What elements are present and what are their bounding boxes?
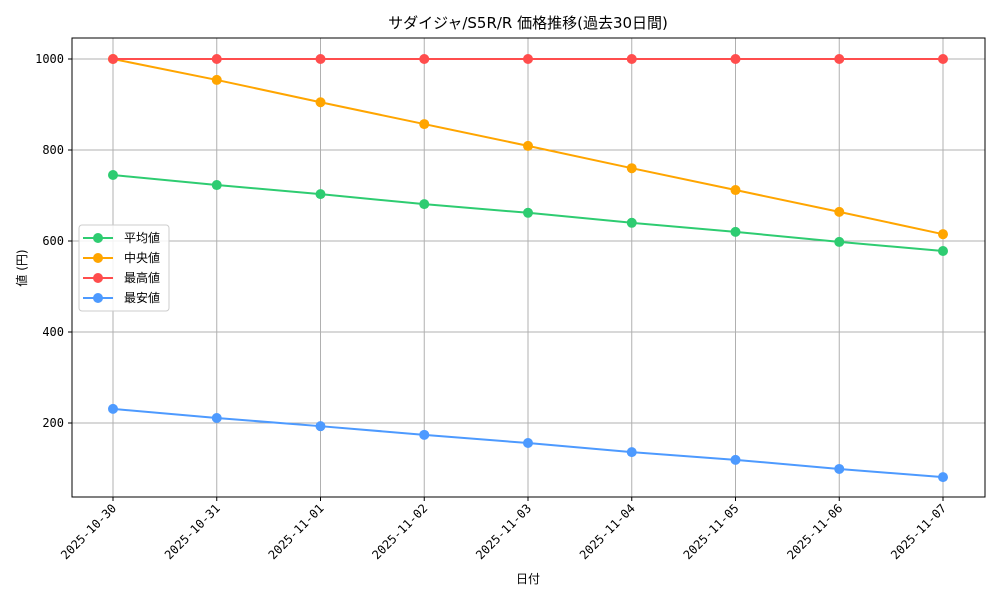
data-point-marker — [315, 189, 326, 200]
series-1 — [108, 54, 948, 240]
data-point-marker — [523, 207, 533, 218]
y-tick-label: 200 — [42, 416, 64, 430]
y-tick-label: 800 — [42, 143, 64, 157]
x-tick-label: 2025-11-06 — [784, 501, 845, 562]
data-point-marker — [626, 217, 637, 228]
legend-label: 平均値 — [124, 230, 160, 245]
data-point-marker — [108, 170, 118, 181]
series-3 — [108, 403, 948, 483]
legend-marker — [93, 273, 103, 283]
grid-lines — [72, 38, 985, 497]
x-axis-label: 日付 — [516, 572, 540, 586]
legend-marker — [93, 253, 103, 263]
x-tick-label: 2025-11-07 — [888, 501, 949, 562]
legend-marker — [93, 293, 103, 303]
data-point-marker — [523, 140, 533, 151]
data-point-marker — [730, 54, 741, 64]
data-point-marker — [730, 226, 741, 237]
data-point-marker — [315, 97, 326, 108]
y-axis-label: 値 (円) — [14, 249, 29, 286]
legend-item: 最安値 — [83, 290, 160, 305]
data-point-marker — [938, 229, 948, 240]
data-point-marker — [938, 246, 948, 257]
legend-label: 中央値 — [124, 250, 160, 265]
x-tick-label: 2025-11-02 — [369, 501, 430, 562]
data-point-marker — [626, 447, 637, 458]
data-point-marker — [419, 119, 430, 130]
data-point-marker — [108, 403, 118, 414]
data-point-marker — [419, 429, 430, 440]
data-point-marker — [419, 54, 430, 64]
data-point-marker — [108, 54, 118, 64]
series-0 — [108, 170, 948, 257]
data-point-marker — [730, 454, 741, 465]
series-2 — [108, 54, 948, 64]
legend-item: 中央値 — [83, 250, 160, 265]
data-point-marker — [834, 463, 845, 474]
y-tick-label: 1000 — [35, 52, 64, 66]
data-point-marker — [523, 438, 533, 449]
chart-title: サダイジャ/S5R/R 価格推移(過去30日間) — [388, 14, 668, 32]
x-tick-label: 2025-11-05 — [681, 501, 742, 562]
series-layer — [108, 54, 948, 483]
x-tick-label: 2025-11-03 — [473, 501, 534, 562]
legend-marker — [93, 233, 103, 243]
data-point-marker — [315, 421, 326, 432]
y-tick-label: 600 — [42, 234, 64, 248]
legend-box — [78, 224, 170, 312]
legend-item: 平均値 — [83, 230, 160, 245]
data-point-marker — [523, 54, 533, 64]
data-point-marker — [938, 472, 948, 483]
x-tick-label: 2025-10-31 — [162, 501, 223, 562]
y-axis: 200 400 600 800 1000 — [35, 52, 72, 430]
data-point-marker — [938, 54, 948, 64]
y-tick-label: 400 — [42, 325, 64, 339]
data-point-marker — [626, 163, 637, 174]
data-point-marker — [315, 54, 326, 64]
x-tick-label: 2025-11-04 — [577, 501, 638, 562]
x-axis: 2025-10-30 2025-10-31 2025-11-01 2025-11-02… — [58, 497, 949, 562]
legend-label: 最高値 — [124, 270, 160, 285]
x-tick-label: 2025-11-01 — [266, 501, 327, 562]
data-point-marker — [730, 185, 741, 196]
data-point-marker — [419, 199, 430, 210]
data-point-marker — [626, 54, 637, 64]
x-tick-label: 2025-10-30 — [58, 501, 119, 562]
data-point-marker — [834, 236, 845, 247]
data-point-marker — [211, 74, 222, 85]
data-point-marker — [211, 412, 222, 423]
data-point-marker — [834, 206, 845, 217]
data-point-marker — [211, 180, 222, 191]
legend-label: 最安値 — [124, 290, 160, 305]
legend-item: 最高値 — [83, 270, 160, 285]
data-point-marker — [834, 54, 845, 64]
data-point-marker — [211, 54, 222, 64]
